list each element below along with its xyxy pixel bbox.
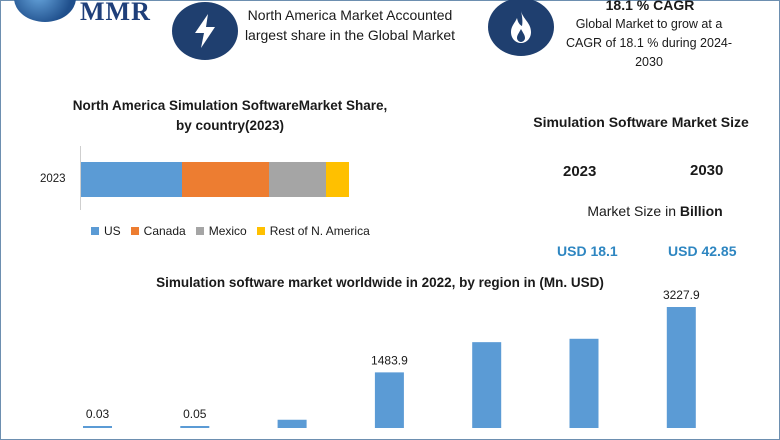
legend-swatch (91, 227, 99, 235)
legend-item: Mexico (195, 224, 247, 238)
region-bar-data-label: 0.05 (183, 407, 207, 421)
flame-icon (488, 0, 554, 56)
legend-swatch (130, 227, 139, 235)
na-chart-title: North America Simulation SoftwareMarket … (72, 98, 388, 133)
na-chart-axis (80, 146, 81, 210)
na-stacked-bar (81, 162, 349, 197)
region-bar (374, 372, 404, 428)
legend-label: Rest of N. America (269, 224, 370, 238)
market-size-unit-bold: Billion (679, 203, 723, 219)
stacked-segment-us (81, 162, 182, 197)
legend-label: Canada (143, 224, 186, 238)
stacked-segment-canada (181, 162, 269, 197)
na-chart-year-label: 2023 (40, 173, 66, 185)
market-size-title: Simulation Software Market Size (533, 114, 749, 130)
legend-item: US (91, 224, 121, 238)
cagr-title: 18.1 % CAGR (605, 0, 695, 13)
legend-item: Rest of N. America (256, 224, 370, 238)
na-market-text: North America Market Accounted largest s… (244, 7, 456, 43)
region-bar (83, 426, 112, 428)
globe-logo-icon (14, 0, 76, 22)
region-bar-data-label: 0.03 (86, 407, 110, 421)
legend-label: US (104, 224, 121, 238)
brand-logo: MMR (80, 0, 151, 26)
stacked-segment-mexico (268, 162, 327, 197)
region-bar (180, 426, 210, 428)
legend-swatch (256, 227, 265, 235)
legend-item: Canada (130, 224, 186, 238)
region-bar (277, 419, 307, 428)
region-chart-title: Simulation software market worldwide in … (156, 275, 604, 290)
region-bar (472, 342, 502, 428)
region-bar-data-label: 3227.9 (663, 288, 700, 302)
market-year-2023: 2023 (563, 163, 597, 180)
market-value-2023: USD 18.1 (557, 243, 618, 259)
na-chart-legend: US Canada Mexico Rest of N. America (91, 224, 370, 238)
region-bar (569, 338, 599, 428)
stacked-segment-rest-of-n-america (326, 162, 349, 197)
market-size-unit: Market Size in Billion (540, 203, 770, 219)
lightning-bolt-icon (172, 2, 238, 60)
market-year-2030: 2030 (690, 162, 724, 179)
market-size-unit-prefix: Market Size in (587, 203, 680, 219)
market-value-2030: USD 42.85 (668, 243, 737, 259)
legend-swatch (195, 227, 204, 235)
region-bar (666, 307, 696, 428)
legend-label: Mexico (208, 224, 247, 238)
cagr-description: Global Market to grow at a CAGR of 18.1 … (565, 17, 733, 69)
region-bar-data-label: 1483.9 (371, 353, 408, 367)
